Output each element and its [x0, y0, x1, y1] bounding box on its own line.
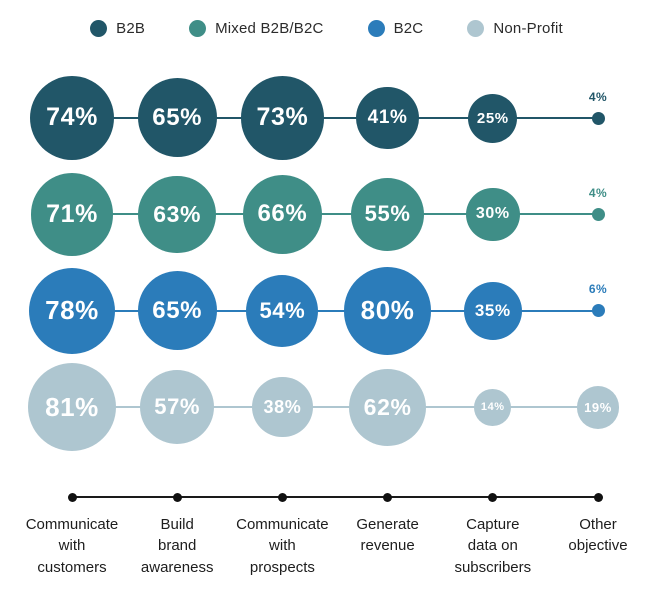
- x-axis-line: [72, 496, 598, 498]
- bubble-b2b-build-brand-awareness: 65%: [137, 78, 217, 158]
- bubble-value-label: 4%: [588, 89, 608, 104]
- bubble-non-profit-capture-data-on-subscribers: 14%: [474, 388, 512, 426]
- x-axis-label-communicate-with-prospects: Communicate with prospects: [236, 516, 329, 576]
- legend: B2B Mixed B2B/B2C B2C Non-Profit: [0, 20, 653, 37]
- bubble-mixed-b2b-b2c-communicate-with-customers: 71%: [30, 173, 114, 256]
- bubble-b2b-other-objective: [591, 111, 605, 125]
- legend-item-non-profit: Non-Profit: [467, 20, 563, 37]
- legend-item-label: Non-Profit: [493, 20, 563, 37]
- series-connector-line-b2b: [72, 117, 598, 119]
- bubble-value-label: 6%: [588, 282, 608, 297]
- bubble-non-profit-other-objective: 19%: [576, 385, 620, 429]
- x-axis-tick-dot: [67, 492, 77, 502]
- legend-color-dot-icon: [467, 20, 485, 37]
- series-connector-line-non-profit: [72, 406, 598, 409]
- bubble-mixed-b2b-b2c-other-objective: [591, 207, 605, 221]
- x-axis-tick-dot: [277, 492, 287, 502]
- bubble-b2c-capture-data-on-subscribers: 35%: [463, 281, 522, 340]
- bubble-mixed-b2b-b2c-communicate-with-prospects: 66%: [242, 174, 323, 255]
- legend-color-dot-icon: [90, 20, 108, 37]
- bubble-value-label: 4%: [588, 185, 608, 200]
- legend-color-dot-icon: [189, 20, 207, 37]
- bubble-non-profit-build-brand-awareness: 57%: [140, 370, 215, 445]
- legend-item-label: Mixed B2B/B2C: [215, 20, 324, 37]
- bubble-b2b-capture-data-on-subscribers: 25%: [468, 93, 518, 143]
- bubble-non-profit-generate-revenue: 62%: [349, 368, 427, 446]
- x-axis-label-capture-data-on-subscribers: Capture data on subscribers: [454, 516, 532, 576]
- x-axis-label-communicate-with-customers: Communicate with customers: [25, 516, 119, 576]
- series-connector-line-mixed-b2b-b2c: [72, 213, 598, 216]
- bubble-mixed-b2b-b2c-build-brand-awareness: 63%: [138, 175, 217, 254]
- x-axis-tick-dot: [593, 492, 603, 502]
- series-connector-line-b2c: [72, 309, 598, 312]
- bubble-mixed-b2b-b2c-generate-revenue: 55%: [351, 178, 424, 251]
- legend-item-mixed-b2b-b2c: Mixed B2B/B2C: [189, 20, 323, 37]
- bubble-b2c-communicate-with-prospects: 54%: [246, 274, 319, 347]
- x-axis-label-other-objective: Other objective: [568, 516, 628, 555]
- x-axis-tick-dot: [488, 492, 498, 502]
- legend-item-b2c: B2C: [367, 20, 424, 37]
- bubble-b2b-communicate-with-customers: 74%: [29, 75, 115, 161]
- bubble-b2b-generate-revenue: 41%: [356, 86, 419, 150]
- x-axis-label-generate-revenue: Generate revenue: [356, 516, 419, 555]
- bubble-b2c-build-brand-awareness: 65%: [137, 271, 217, 351]
- x-axis-tick-dot: [383, 492, 393, 502]
- bubble-b2c-other-objective: [591, 304, 605, 318]
- legend-color-dot-icon: [367, 20, 385, 37]
- legend-item-label: B2B: [116, 20, 146, 37]
- x-axis-tick-dot: [172, 492, 182, 502]
- legend-item-label: B2C: [393, 20, 424, 37]
- bubble-b2c-generate-revenue: 80%: [343, 266, 432, 355]
- bubble-mixed-b2b-b2c-capture-data-on-subscribers: 30%: [465, 187, 520, 242]
- legend-item-b2b: B2B: [90, 20, 145, 37]
- bubble-b2b-communicate-with-prospects: 73%: [240, 76, 325, 160]
- x-axis-label-build-brand-awareness: Build brand awareness: [140, 516, 214, 576]
- bubble-non-profit-communicate-with-customers: 81%: [27, 363, 117, 452]
- bubble-b2c-communicate-with-customers: 78%: [28, 267, 116, 355]
- bubble-non-profit-communicate-with-prospects: 38%: [252, 376, 313, 438]
